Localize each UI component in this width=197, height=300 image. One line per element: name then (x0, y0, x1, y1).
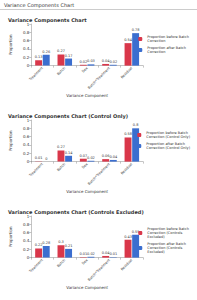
svg-text:Proportion before Batch: Proportion before Batch (146, 131, 189, 135)
svg-text:Proportion before Batch: Proportion before Batch (147, 227, 190, 231)
svg-text:0.27: 0.27 (57, 49, 65, 54)
svg-text:0: 0 (27, 159, 30, 164)
svg-text:0: 0 (45, 157, 47, 161)
svg-text:0.02: 0.02 (79, 59, 88, 64)
svg-text:Excluded): Excluded) (147, 235, 165, 239)
svg-text:Variance Component: Variance Component (66, 189, 108, 194)
svg-text:0.28: 0.28 (42, 241, 50, 245)
svg-text:Sex: Sex (81, 258, 88, 265)
html-text:Variance Components Chart: Variance Components Chart (4, 2, 75, 8)
svg-text:Proportion: Proportion (8, 226, 13, 247)
svg-text:0.17: 0.17 (65, 54, 73, 58)
svg-text:0.58: 0.58 (124, 132, 132, 136)
svg-text:0.03: 0.03 (87, 59, 95, 63)
svg-text:0.4: 0.4 (23, 46, 30, 51)
svg-text:0.27: 0.27 (57, 145, 65, 149)
svg-text:Correction (Controls: Correction (Controls (147, 231, 184, 235)
svg-text:0.2: 0.2 (23, 55, 30, 60)
svg-text:Batch*Treatment: Batch*Treatment (87, 162, 111, 186)
svg-text:0.22: 0.22 (34, 243, 43, 248)
svg-text:0.13: 0.13 (35, 55, 43, 59)
svg-text:Correction (Control Only): Correction (Control Only) (146, 146, 190, 150)
svg-text:Proportion before Batch: Proportion before Batch (147, 35, 190, 39)
svg-text:0.43: 0.43 (124, 235, 132, 239)
svg-text:Residual: Residual (120, 162, 133, 175)
svg-text:0.6: 0.6 (23, 134, 30, 139)
svg-text:Variance Components Chart (Con: Variance Components Chart (Controls Excl… (8, 209, 144, 216)
svg-text:0.26: 0.26 (42, 50, 50, 54)
svg-text:Batch*Treatment: Batch*Treatment (87, 258, 111, 282)
svg-text:0.3: 0.3 (58, 240, 64, 244)
svg-text:0.01: 0.01 (109, 252, 117, 256)
svg-text:0.8: 0.8 (23, 30, 30, 35)
svg-text:0.6: 0.6 (23, 230, 30, 235)
svg-text:Proportion after Batch: Proportion after Batch (147, 242, 187, 246)
svg-text:0.01: 0.01 (35, 156, 43, 160)
svg-text:0.2: 0.2 (23, 247, 30, 252)
svg-text:Correction: Correction (147, 50, 165, 54)
svg-text:0.55: 0.55 (131, 229, 140, 234)
svg-text:0.04: 0.04 (101, 59, 110, 63)
svg-text:0.8: 0.8 (23, 126, 30, 131)
svg-text:Batch: Batch (56, 162, 66, 172)
svg-text:0.14: 0.14 (65, 151, 74, 155)
svg-text:0.02: 0.02 (87, 252, 95, 256)
svg-text:Residual: Residual (120, 258, 133, 271)
svg-text:Batch: Batch (56, 66, 66, 76)
svg-text:Correction (Control Only): Correction (Control Only) (146, 135, 190, 139)
svg-text:0.2: 0.2 (23, 151, 30, 156)
svg-text:0.78: 0.78 (132, 28, 140, 32)
svg-text:0.21: 0.21 (65, 244, 73, 248)
svg-text:0.02: 0.02 (109, 60, 117, 64)
svg-text:Variance Component: Variance Component (66, 93, 108, 98)
svg-text:Batch: Batch (56, 258, 66, 268)
svg-text:0.54: 0.54 (124, 38, 133, 42)
svg-text:0.4: 0.4 (23, 238, 30, 243)
svg-text:Correction (Controls: Correction (Controls (147, 246, 184, 250)
svg-text:Treatment: Treatment (28, 162, 45, 179)
svg-text:Proportion: Proportion (8, 34, 13, 55)
svg-text:Sex: Sex (81, 66, 88, 73)
svg-text:Treatment: Treatment (28, 258, 45, 275)
svg-text:Variance Component: Variance Component (66, 285, 108, 290)
svg-text:Proportion after Batch: Proportion after Batch (146, 142, 186, 146)
svg-text:0.04: 0.04 (101, 251, 110, 255)
svg-text:0.8: 0.8 (133, 123, 139, 127)
svg-text:Residual: Residual (120, 66, 133, 79)
svg-text:1: 1 (26, 117, 30, 123)
svg-text:0.02: 0.02 (87, 156, 95, 160)
svg-text:Batch*Treatment: Batch*Treatment (87, 66, 111, 90)
svg-text:0: 0 (27, 63, 30, 68)
svg-text:Proportion after Batch: Proportion after Batch (147, 46, 187, 50)
svg-text:0.04: 0.04 (109, 155, 118, 159)
svg-text:1: 1 (26, 213, 30, 219)
svg-text:0: 0 (27, 255, 30, 260)
svg-text:0.6: 0.6 (23, 38, 30, 43)
svg-text:Proportion: Proportion (8, 130, 13, 151)
svg-text:0.4: 0.4 (23, 142, 30, 147)
svg-text:1: 1 (26, 21, 30, 27)
svg-text:Sex: Sex (81, 162, 88, 169)
svg-text:Variance Components Chart: Variance Components Chart (8, 17, 87, 24)
svg-text:0.06: 0.06 (101, 154, 110, 159)
svg-text:Excluded): Excluded) (147, 250, 165, 254)
svg-text:0.01: 0.01 (79, 252, 88, 257)
svg-text:Treatment: Treatment (28, 66, 45, 83)
svg-text:0.8: 0.8 (23, 222, 30, 227)
svg-text:Variance Components Chart (Con: Variance Components Chart (Control Only) (8, 113, 128, 120)
svg-text:0.07: 0.07 (79, 153, 88, 158)
svg-text:Correction: Correction (147, 39, 165, 43)
